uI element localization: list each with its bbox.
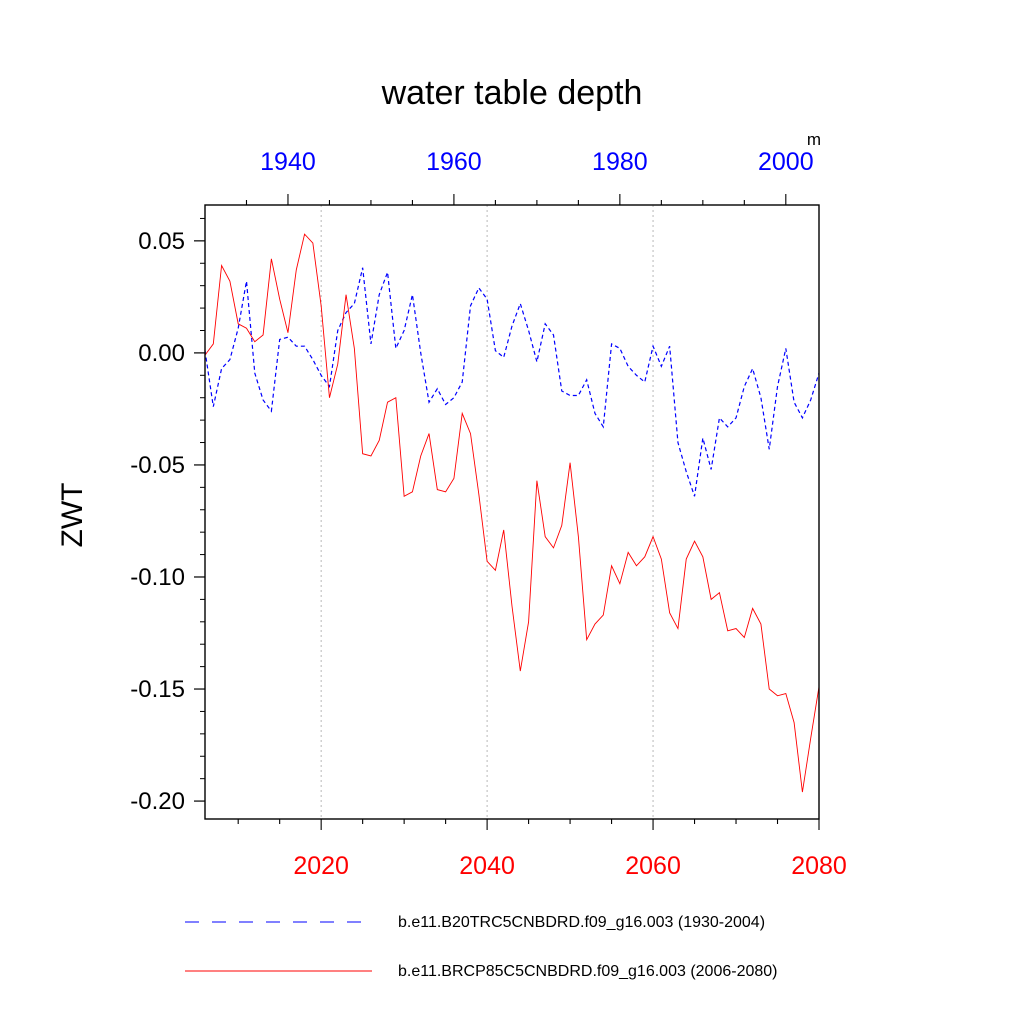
minor-ticks bbox=[200, 217, 205, 780]
legend-label-blue: b.e11.B20TRC5CNBDRD.f09_g16.003 (1930-20… bbox=[398, 914, 765, 931]
chart-title: water table depth bbox=[381, 74, 643, 112]
series-line-red bbox=[204, 233, 820, 793]
top-x-axis: 1940 1960 1980 2000 bbox=[245, 148, 814, 205]
top-tick-label: 2000 bbox=[758, 148, 814, 176]
units-label: m bbox=[807, 130, 821, 149]
top-tick-label: 1980 bbox=[592, 148, 648, 176]
bottom-x-axis: 2020 2040 2060 2080 bbox=[237, 819, 847, 880]
y-axis-label: ZWT bbox=[56, 483, 89, 548]
y-tick-label: 0.05 bbox=[138, 228, 185, 255]
bottom-tick-label: 2040 bbox=[459, 852, 515, 880]
series-line-blue bbox=[204, 267, 820, 497]
grid bbox=[320, 205, 654, 819]
legend-label-red: b.e11.BRCP85C5CNBDRD.f09_g16.003 (2006-2… bbox=[398, 963, 777, 980]
plot-frame bbox=[204, 204, 820, 820]
y-tick-label: 0.00 bbox=[138, 340, 185, 367]
y-tick-label: -0.10 bbox=[130, 564, 185, 591]
bottom-tick-label: 2020 bbox=[293, 852, 349, 880]
series-layer bbox=[204, 233, 820, 793]
top-tick-label: 1960 bbox=[426, 148, 482, 176]
y-tick-label: -0.20 bbox=[130, 788, 185, 815]
legend: b.e11.B20TRC5CNBDRD.f09_g16.003 (1930-20… bbox=[185, 914, 777, 980]
y-tick-label: -0.15 bbox=[130, 676, 185, 703]
y-tick-label: -0.05 bbox=[130, 452, 185, 479]
bottom-tick-label: 2080 bbox=[791, 852, 847, 880]
top-tick-label: 1940 bbox=[260, 148, 316, 176]
y-axis: 0.05 0.00 -0.05 -0.10 -0.15 -0.20 bbox=[130, 228, 205, 815]
bottom-tick-label: 2060 bbox=[625, 852, 681, 880]
